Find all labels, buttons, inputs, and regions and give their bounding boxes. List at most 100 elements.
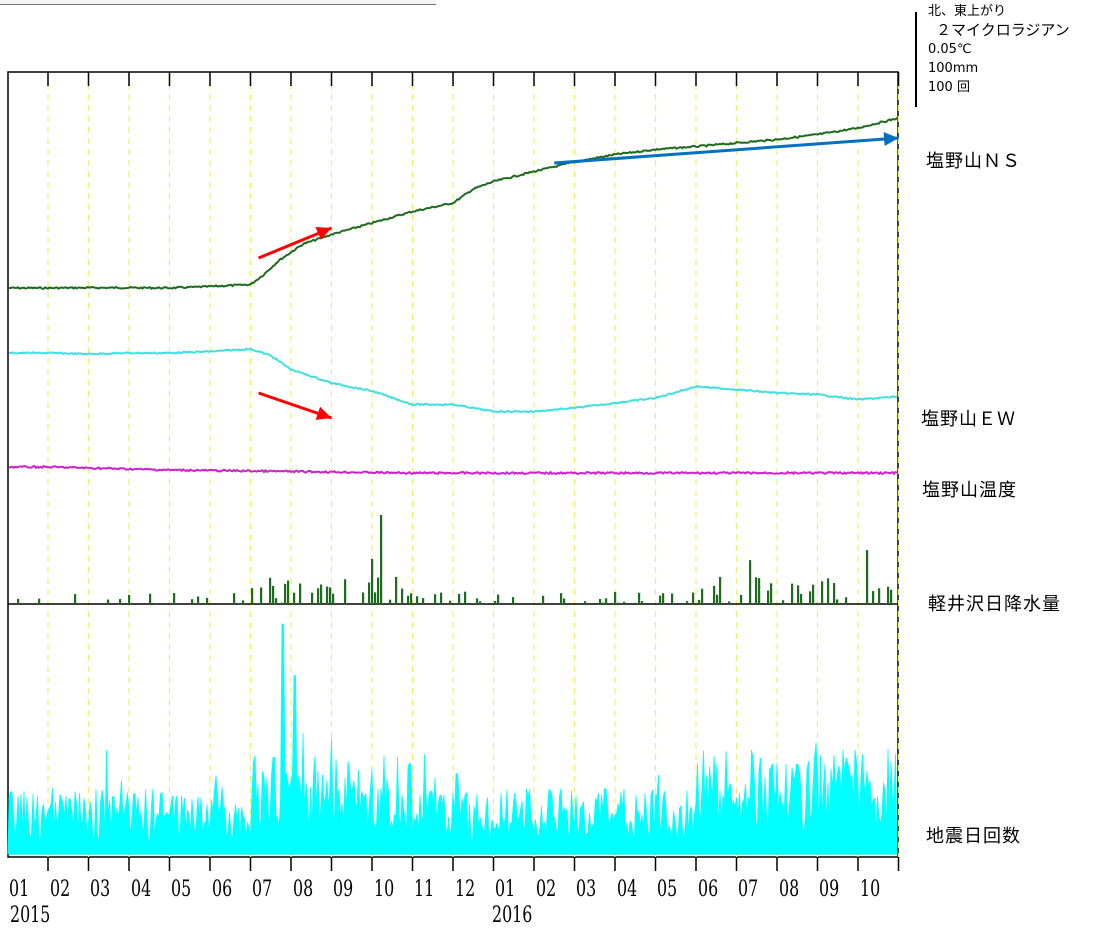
rain-bar — [284, 584, 286, 604]
rain-bar — [809, 591, 811, 604]
rain-bar — [641, 601, 643, 604]
rain-bar — [296, 603, 298, 604]
rain-bar — [686, 601, 688, 604]
rain-bar — [800, 594, 802, 604]
rain-bar — [458, 594, 460, 604]
rain-bar — [476, 598, 478, 604]
month-tick-label: 06 — [698, 877, 718, 902]
rain-bar — [233, 593, 235, 604]
rain-bar — [329, 587, 331, 604]
rain-bar — [494, 601, 496, 604]
scale-legend-temperature: 0.05℃ — [928, 40, 1070, 59]
rain-bar — [623, 602, 625, 604]
rain-bar — [281, 603, 283, 604]
rain-bar — [269, 578, 271, 604]
scale-legend-tilt: ２マイクロラジアン — [928, 21, 1070, 40]
rain-bar — [272, 586, 274, 604]
rain-bar — [299, 584, 301, 604]
series-label-rainfall: 軽井沢日降水量 — [928, 590, 1061, 616]
scale-legend-rainfall: 100mm — [928, 59, 1070, 78]
rain-bar — [767, 591, 769, 604]
rain-bar — [293, 593, 295, 604]
rain-bar — [791, 584, 793, 604]
rain-bar — [512, 597, 514, 604]
rain-bar — [542, 596, 544, 604]
rain-bar — [368, 582, 370, 604]
rain-bar — [197, 596, 199, 604]
month-tick-label: 03 — [90, 877, 110, 902]
rain-bar — [251, 588, 253, 604]
rain-bar — [275, 598, 277, 604]
rain-bar — [584, 601, 586, 604]
rain-bar — [845, 597, 847, 604]
rain-bar — [479, 601, 481, 604]
rain-bar — [821, 581, 823, 604]
rain-bar — [422, 598, 424, 604]
month-tick-label: 06 — [212, 877, 232, 902]
rain-bar — [287, 581, 289, 604]
rain-bar — [755, 577, 757, 604]
rain-bar — [260, 587, 262, 604]
rain-bar — [311, 593, 313, 604]
month-tick-label: 07 — [252, 877, 272, 902]
rain-bar — [317, 588, 319, 604]
scale-legend-earthquakes: 100 回 — [928, 78, 1070, 97]
month-tick-label: 05 — [171, 877, 191, 902]
rain-bar — [716, 595, 718, 604]
month-tick-label: 11 — [414, 877, 434, 902]
rain-bar — [812, 585, 814, 604]
plot-frame — [8, 72, 898, 857]
rain-bar — [890, 590, 892, 604]
rain-bar — [434, 594, 436, 604]
rain-bar — [449, 601, 451, 604]
month-tick-label: 05 — [657, 877, 677, 902]
month-tick-label: 04 — [617, 877, 637, 902]
rain-bar — [464, 592, 466, 604]
rain-bar — [374, 592, 376, 604]
rain-bar — [380, 515, 382, 604]
rain-bar — [332, 594, 334, 604]
month-tick-label: 12 — [455, 877, 475, 902]
month-tick-label: 04 — [131, 877, 151, 902]
scale-bar — [915, 12, 917, 107]
scale-legend-direction: 北、東上がり — [928, 2, 1070, 21]
rain-bar — [740, 595, 742, 604]
rain-bar — [344, 579, 346, 604]
rain-bar — [497, 595, 499, 604]
series-label-ns: 塩野山ＮＳ — [926, 147, 1021, 173]
rain-bar — [758, 578, 760, 604]
rain-bar — [206, 598, 208, 604]
rain-bar — [377, 578, 379, 604]
rain-bar — [362, 593, 364, 604]
month-tick-label: 02 — [50, 877, 70, 902]
month-tick-label: 09 — [819, 877, 839, 902]
month-tick-label: 08 — [293, 877, 313, 902]
month-tick-label: 10 — [860, 877, 880, 902]
rain-bar — [692, 593, 694, 604]
month-tick-label: 01 — [495, 877, 515, 902]
rain-bar — [698, 600, 700, 604]
month-tick-label: 03 — [576, 877, 596, 902]
rain-bar — [119, 599, 121, 604]
rain-bar — [38, 599, 40, 604]
rain-bar — [617, 603, 619, 604]
rain-bar — [701, 589, 703, 604]
scale-legend: 北、東上がり ２マイクロラジアン 0.05℃ 100mm 100 回 — [928, 2, 1070, 97]
rain-bar — [326, 587, 328, 604]
rain-bar — [371, 559, 373, 604]
rain-bar — [887, 587, 889, 604]
rain-bar — [878, 588, 880, 604]
rain-bar — [485, 603, 487, 604]
rain-bar — [410, 593, 412, 604]
series-label-temperature: 塩野山温度 — [922, 476, 1017, 502]
year-label-2015: 2015 — [10, 903, 50, 928]
rain-bar — [17, 599, 19, 604]
rain-bar — [128, 595, 130, 604]
rain-bar — [836, 599, 838, 604]
rain-bar — [728, 601, 730, 604]
month-tick-label: 08 — [779, 877, 799, 902]
month-tick-label: 10 — [374, 877, 394, 902]
rain-bar — [614, 592, 616, 604]
rain-bar — [149, 594, 151, 604]
